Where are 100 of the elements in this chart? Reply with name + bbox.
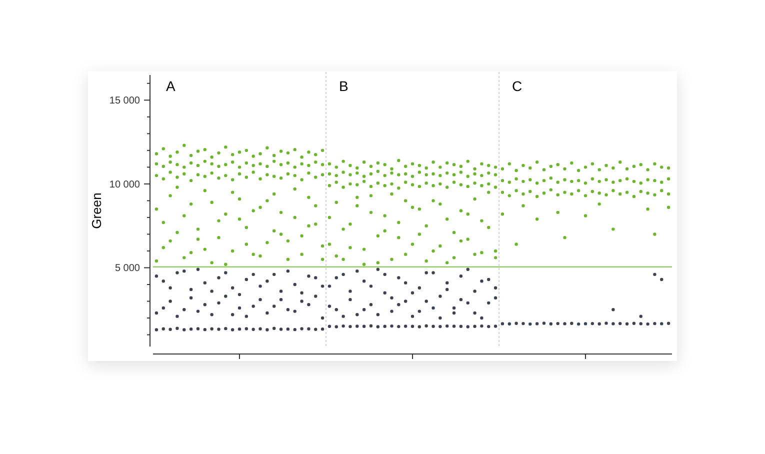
- point: [314, 222, 318, 226]
- point: [397, 276, 400, 280]
- point: [238, 306, 242, 310]
- point: [314, 276, 318, 280]
- point: [494, 296, 498, 300]
- point: [314, 294, 318, 298]
- point: [556, 210, 560, 214]
- point: [404, 252, 408, 256]
- point: [438, 202, 442, 206]
- point: [494, 256, 498, 260]
- point: [176, 271, 179, 274]
- point: [279, 232, 283, 236]
- point: [397, 220, 400, 224]
- point: [293, 310, 296, 313]
- point: [230, 249, 234, 253]
- point: [446, 288, 449, 292]
- point: [300, 300, 304, 303]
- point: [238, 197, 242, 201]
- point: [356, 204, 359, 208]
- point: [168, 194, 172, 198]
- point: [390, 258, 394, 261]
- point: [390, 192, 394, 196]
- point: [473, 197, 476, 201]
- point: [410, 314, 414, 318]
- point: [459, 209, 463, 212]
- point: [494, 249, 498, 253]
- point: [279, 298, 283, 302]
- point: [300, 234, 304, 238]
- point: [334, 308, 338, 312]
- point: [480, 251, 484, 254]
- point: [473, 252, 476, 256]
- point: [446, 261, 449, 264]
- point: [418, 232, 422, 236]
- point: [397, 236, 400, 240]
- point: [196, 310, 200, 313]
- point: [494, 286, 498, 290]
- point: [154, 259, 158, 263]
- point: [328, 284, 332, 288]
- point: [334, 254, 338, 258]
- point: [244, 314, 248, 318]
- point: [342, 258, 345, 261]
- point: [154, 311, 158, 315]
- point: [383, 291, 386, 294]
- point: [432, 199, 435, 202]
- point: [356, 269, 359, 273]
- point: [168, 286, 172, 290]
- point: [424, 300, 428, 303]
- point: [272, 192, 276, 196]
- point: [266, 240, 269, 244]
- point: [424, 271, 428, 274]
- point: [266, 280, 269, 283]
- point: [487, 190, 490, 194]
- point: [320, 316, 324, 320]
- point: [217, 236, 220, 240]
- point: [230, 190, 234, 194]
- point: [348, 246, 352, 250]
- point: [320, 258, 324, 261]
- point: [279, 290, 283, 293]
- point: [646, 207, 650, 211]
- point: [653, 232, 656, 236]
- point: [404, 300, 408, 303]
- point: [320, 284, 324, 288]
- point: [272, 304, 276, 308]
- point: [196, 228, 200, 231]
- y-axis-title: Green: [89, 192, 104, 229]
- point: [189, 251, 193, 254]
- point: [217, 219, 220, 222]
- point: [162, 220, 165, 224]
- point: [369, 210, 373, 214]
- point: [266, 311, 269, 315]
- point: [182, 308, 186, 312]
- point: [334, 276, 338, 280]
- point: [390, 310, 394, 313]
- point: [182, 214, 186, 218]
- point: [217, 301, 220, 305]
- point: [307, 196, 310, 199]
- point: [314, 204, 318, 208]
- point: [307, 303, 310, 306]
- point: [286, 258, 290, 261]
- point: [522, 204, 525, 208]
- point: [176, 314, 179, 318]
- annotation: C: [512, 78, 522, 94]
- point: [286, 308, 290, 312]
- point: [362, 262, 366, 266]
- point: [252, 209, 255, 212]
- point: [424, 224, 428, 228]
- point: [424, 259, 428, 263]
- point: [238, 218, 242, 221]
- point: [410, 206, 414, 209]
- point: [563, 236, 566, 240]
- point: [348, 222, 352, 226]
- annotation: A: [166, 78, 176, 94]
- point: [182, 256, 186, 260]
- point: [487, 301, 490, 305]
- point: [238, 292, 242, 296]
- point: [404, 281, 408, 284]
- y-tick-label: 15 000: [109, 96, 140, 107]
- point: [473, 290, 476, 293]
- point: [224, 212, 228, 216]
- point: [230, 313, 234, 316]
